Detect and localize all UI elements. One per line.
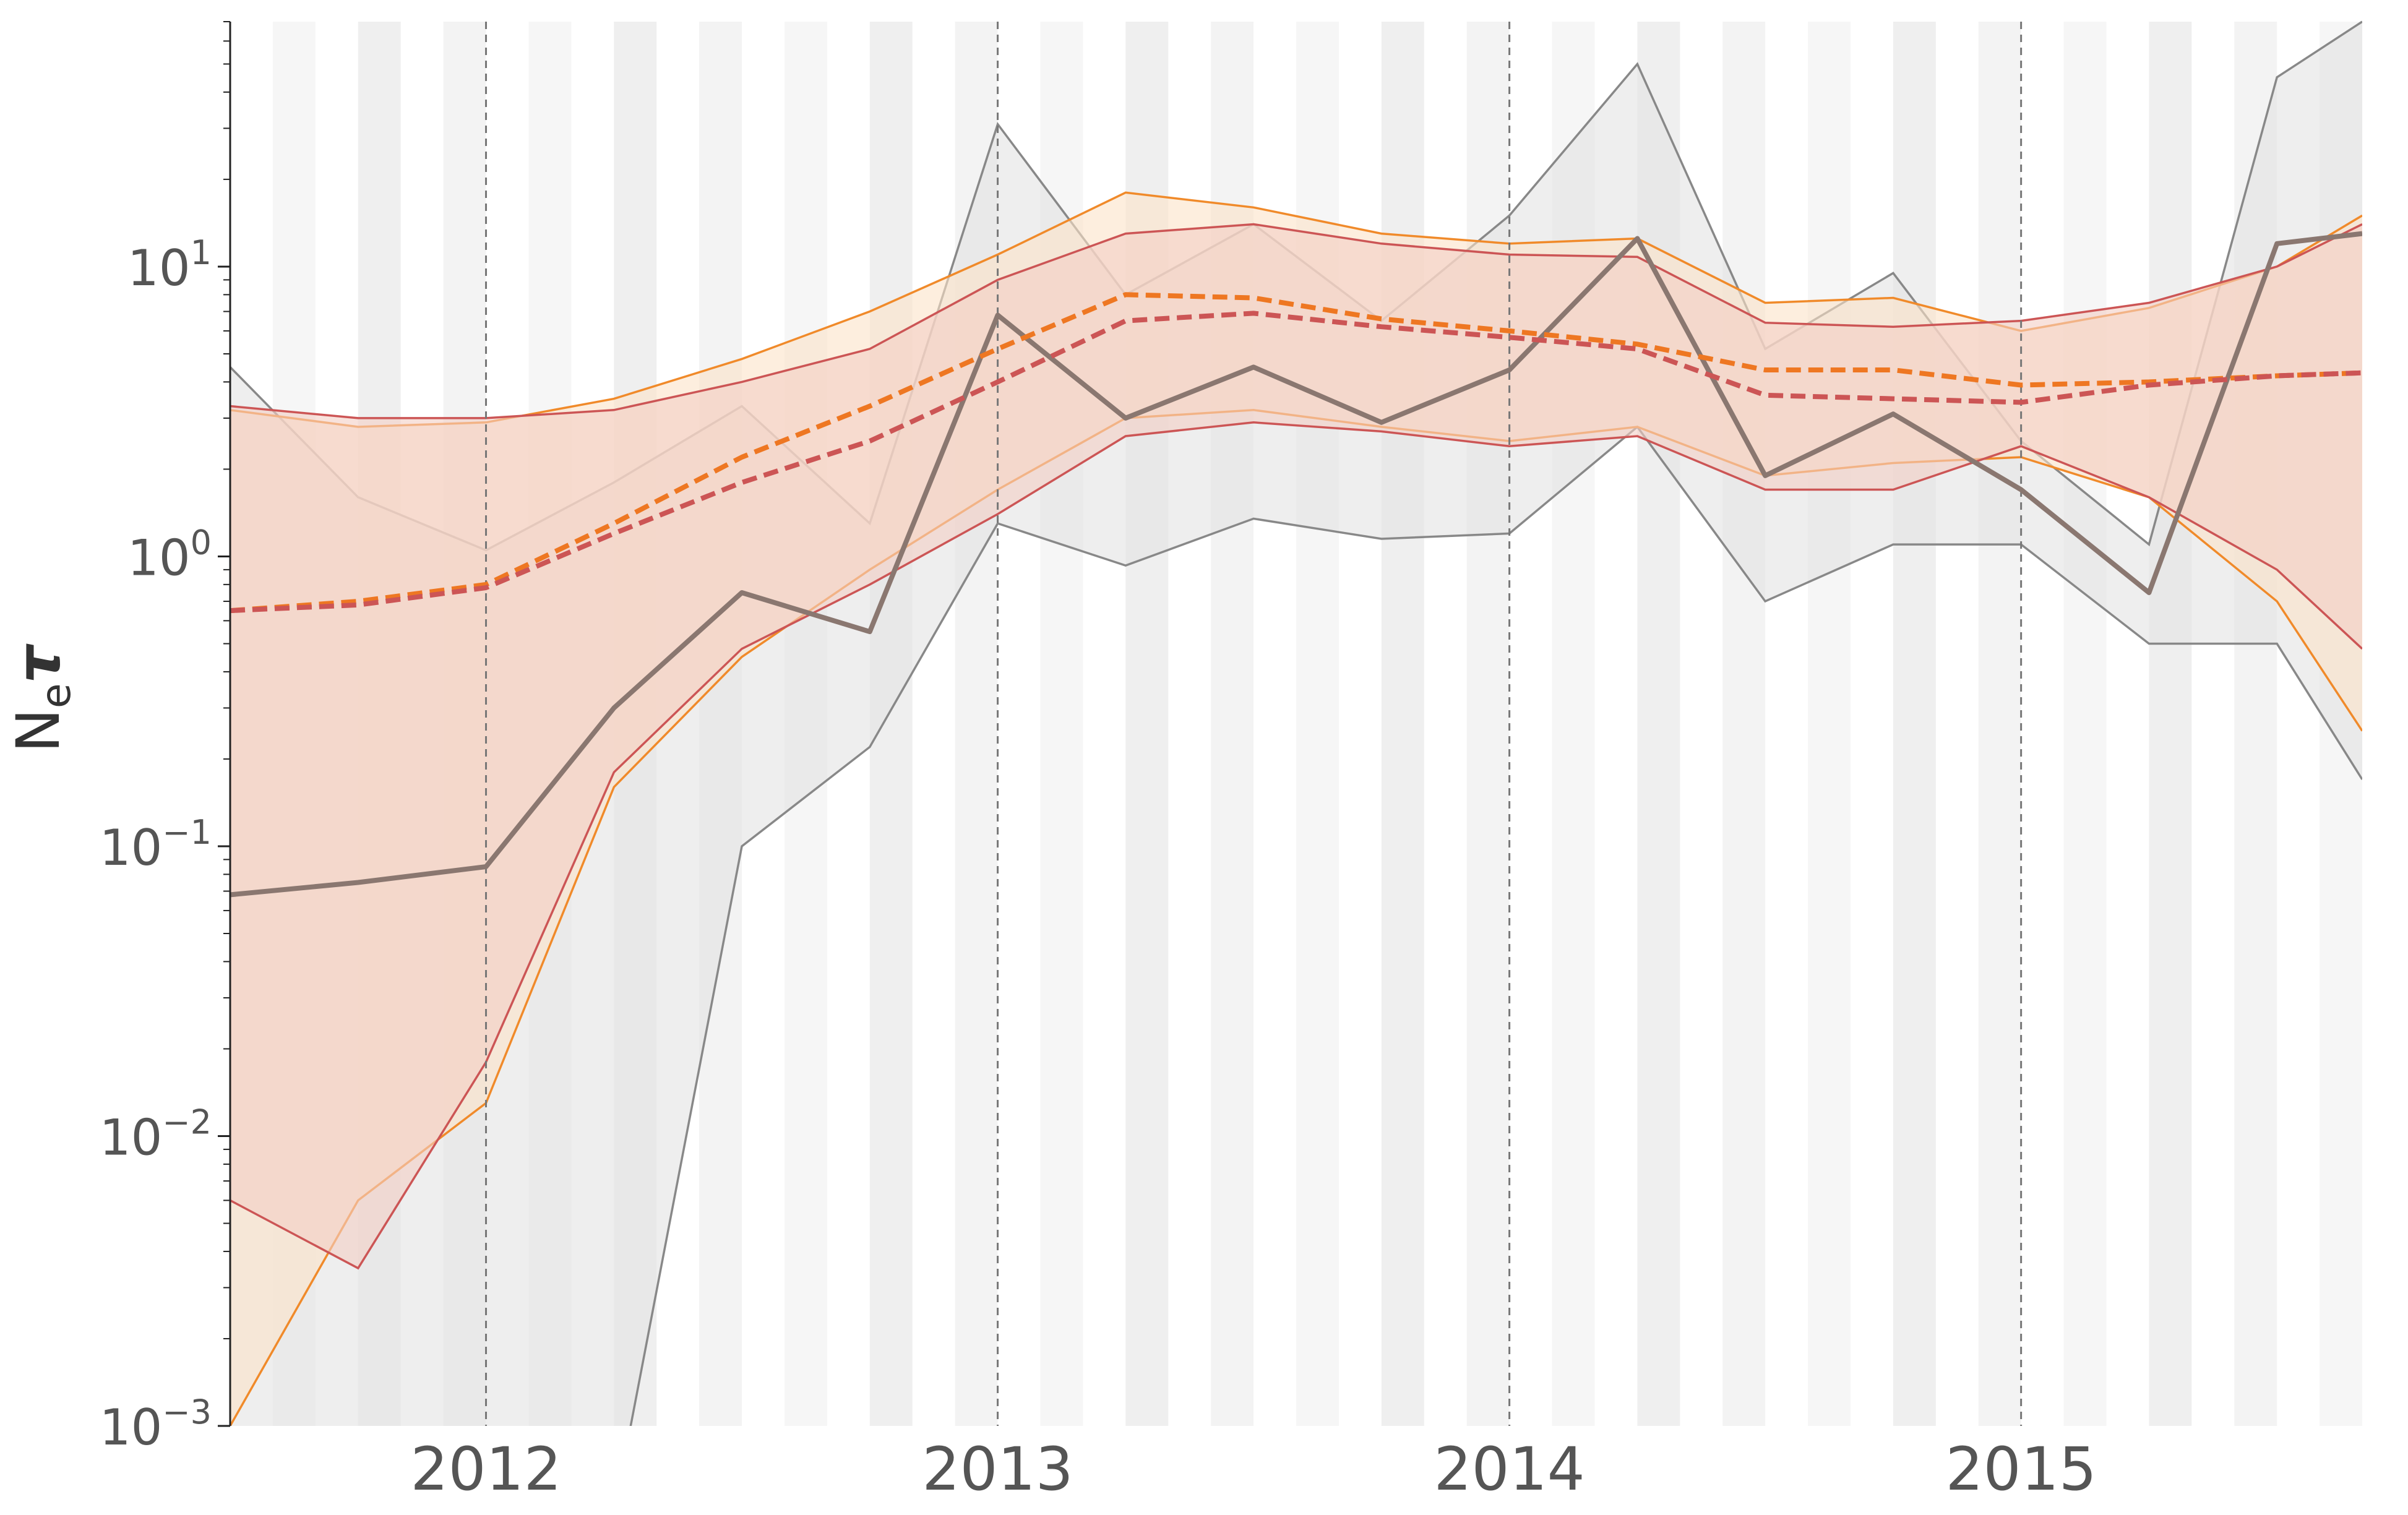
y-tick-base: 10: [100, 819, 163, 877]
y-tick-base: 10: [100, 1109, 163, 1166]
x-tick-labels: 2012 2013 2014 2015: [410, 1435, 2096, 1504]
y-tick-base: 10: [127, 529, 191, 586]
y-tick-base: 10: [100, 1399, 163, 1456]
series-line-2: [230, 311, 2362, 614]
y-tick-exponent: −1: [162, 813, 212, 852]
background-stripe: [2149, 22, 2192, 1426]
y-axis-label: Neτ: [4, 643, 80, 752]
y-tick-label-3: 100: [127, 523, 212, 586]
background-stripe: [1722, 22, 1766, 1426]
y-tick-exponent: −2: [162, 1102, 212, 1141]
band-lower-2: [230, 421, 2362, 1270]
background-stripe: [1978, 22, 2021, 1426]
y-axis-label-greek: τ: [4, 643, 73, 683]
band-upper-2: [230, 223, 2362, 419]
y-tick-exponent: 0: [191, 523, 212, 562]
background-stripe: [2063, 22, 2107, 1426]
x-tick-label-0: 2012: [410, 1435, 561, 1504]
y-tick-exponent: 1: [191, 233, 212, 272]
background-stripe: [1808, 22, 1851, 1426]
background-stripe: [1381, 22, 1424, 1426]
background-stripe: [1893, 22, 1936, 1426]
series-lines: [230, 231, 2362, 898]
y-tick-label-4: 101: [127, 233, 212, 297]
year-markers: [485, 22, 2023, 1426]
x-tick-label-2: 2014: [1434, 1435, 1585, 1504]
y-axis-label-sub: e: [32, 683, 80, 708]
x-tick-label-1: 2013: [922, 1435, 1073, 1504]
y-tick-exponent: −3: [162, 1393, 212, 1431]
y-tick-label-1: 10−2: [100, 1102, 212, 1166]
series-line-1: [230, 292, 2362, 614]
series-line-0: [230, 231, 2362, 898]
y-axis-label-main: N: [4, 708, 73, 753]
band-lower-0: [629, 425, 2362, 1426]
band-fill-2: [230, 224, 2362, 1269]
y-tick-label-0: 10−3: [100, 1393, 212, 1456]
y-tick-label-2: 10−1: [100, 813, 212, 877]
y-tick-base: 10: [127, 239, 191, 297]
uncertainty-bands: [230, 20, 2362, 1426]
x-tick-label-3: 2015: [1945, 1435, 2096, 1504]
